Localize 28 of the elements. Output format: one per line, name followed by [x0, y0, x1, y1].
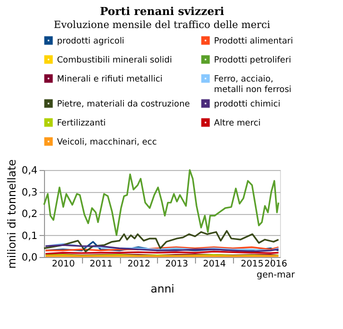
- x-tick-label: 2012: [127, 260, 150, 270]
- legend-label: Veicoli, macchinari, ecc: [57, 138, 158, 148]
- x-tick-label: 2013: [165, 260, 188, 270]
- y-tick-label: 0,3: [22, 187, 38, 198]
- x-tick-label: 2010: [52, 260, 76, 270]
- legend-label: Minerali e rifiuti metallici: [57, 74, 163, 84]
- legend-label: Prodotti petroliferi: [214, 56, 292, 66]
- line-series: [43, 169, 280, 236]
- legend-label: prodotti chimici: [214, 100, 280, 110]
- x-axis-title: anni: [150, 282, 174, 296]
- chart-title: Porti renani svizzeri: [100, 5, 224, 18]
- legend-label: Combustibili minerali solidi: [57, 56, 172, 66]
- legend-label: Altre merci: [214, 118, 261, 128]
- y-axis-title: milioni di tonnellate: [6, 159, 19, 269]
- line-series: [43, 230, 280, 252]
- legend-label: prodotti agricoli: [57, 36, 124, 46]
- legend-label: Pietre, materiali da costruzione: [57, 100, 190, 110]
- y-tick-label: 0,1: [22, 230, 38, 242]
- legend-label: Fertilizzanti: [57, 118, 106, 128]
- y-tick-label: 0,4: [22, 166, 38, 176]
- legend-label: Ferro, acciaio, metalli non ferrosi: [214, 74, 292, 95]
- legend-label: Prodotti alimentari: [214, 36, 294, 46]
- x-tick-label: 2011: [90, 260, 113, 270]
- x-tick-label: 2014: [202, 260, 226, 270]
- chart-subtitle: Evoluzione mensile del traffico delle merci: [54, 20, 270, 31]
- x-tick-label: 2015: [240, 260, 264, 270]
- y-tick-label: 0,2: [22, 209, 38, 220]
- y-tick-label: 0,0: [22, 252, 38, 264]
